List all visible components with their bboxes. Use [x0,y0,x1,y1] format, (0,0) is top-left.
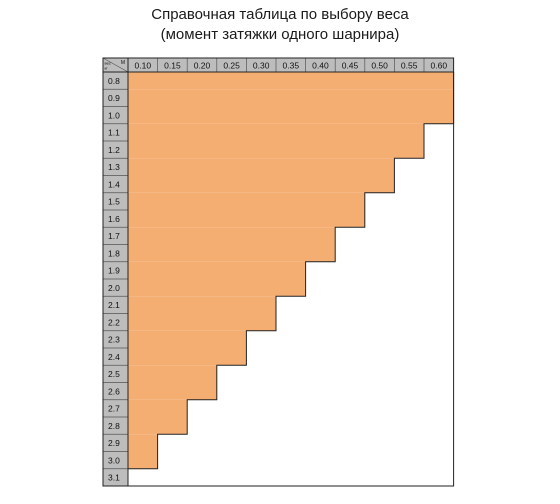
filled-band-row-2.8 [128,417,188,435]
corner-side-label: вес [105,61,111,66]
filled-band-row-1.0 [128,106,454,124]
corner-top-label: M [121,60,125,66]
row-header-1.4: 1.4 [108,179,120,189]
row-header-0.8: 0.8 [108,76,120,86]
column-header-0.35: 0.35 [283,60,300,70]
column-header-0.45: 0.45 [342,60,359,70]
row-header-1.3: 1.3 [108,162,120,172]
column-header-0.55: 0.55 [401,60,418,70]
filled-band-row-2.4 [128,348,247,366]
column-header-0.20: 0.20 [194,60,211,70]
row-header-2.1: 2.1 [108,300,120,310]
row-header-1.2: 1.2 [108,145,120,155]
column-header-0.25: 0.25 [223,60,240,70]
filled-band-row-2.3 [128,330,247,348]
row-header-2.7: 2.7 [108,404,120,414]
filled-band-row-1.1 [128,123,424,141]
column-header-0.10: 0.10 [135,60,152,70]
row-header-2.0: 2.0 [108,283,120,293]
column-header-0.60: 0.60 [431,60,448,70]
row-header-1.9: 1.9 [108,266,120,276]
filled-band-row-2.0 [128,279,306,297]
chart-subtitle: (момент затяжки одного шарнира) [160,26,400,43]
table-border [102,57,455,487]
column-header-0.15: 0.15 [164,60,181,70]
row-header-1.8: 1.8 [108,248,120,258]
filled-band-row-2.6 [128,382,217,400]
row-header-2.9: 2.9 [108,438,120,448]
filled-band-row-1.5 [128,192,365,210]
row-header-2.2: 2.2 [108,317,120,327]
filled-band-row-0.9 [128,89,454,107]
filled-band-row-0.8 [128,72,454,90]
chart-title: Справочная таблица по выбору веса [151,6,409,23]
filled-band-row-2.2 [128,313,276,331]
corner-diagonal [102,57,129,73]
row-header-2.3: 2.3 [108,335,120,345]
filled-band-row-2.1 [128,296,276,314]
filled-band-row-1.6 [128,210,365,228]
row-header-1.5: 1.5 [108,197,120,207]
row-header-1.1: 1.1 [108,128,120,138]
filled-band-row-1.2 [128,141,424,159]
row-header-1.6: 1.6 [108,214,120,224]
row-header-background [103,58,128,486]
row-header-1.0: 1.0 [108,110,120,120]
filled-band-row-3.0 [128,451,158,469]
row-header-3.1: 3.1 [108,473,120,483]
row-header-1.7: 1.7 [108,231,120,241]
row-header-2.8: 2.8 [108,421,120,431]
column-header-background [103,58,454,72]
filled-band-row-2.9 [128,434,158,452]
fill-boundary-staircase [127,72,455,486]
column-header-0.50: 0.50 [371,60,388,70]
filled-band-row-2.5 [128,365,217,383]
column-header-0.40: 0.40 [312,60,329,70]
filled-band-row-1.4 [128,175,395,193]
filled-band-row-1.8 [128,244,336,262]
corner-side-label: кг [105,66,109,71]
filled-band-row-1.3 [128,158,395,176]
row-header-0.9: 0.9 [108,93,120,103]
column-header-0.30: 0.30 [253,60,270,70]
row-header-3.0: 3.0 [108,455,120,465]
filled-band-row-2.7 [128,399,188,417]
row-header-2.6: 2.6 [108,386,120,396]
filled-band-row-1.7 [128,227,336,245]
row-header-2.4: 2.4 [108,352,120,362]
row-header-2.5: 2.5 [108,369,120,379]
filled-band-row-1.9 [128,261,306,279]
